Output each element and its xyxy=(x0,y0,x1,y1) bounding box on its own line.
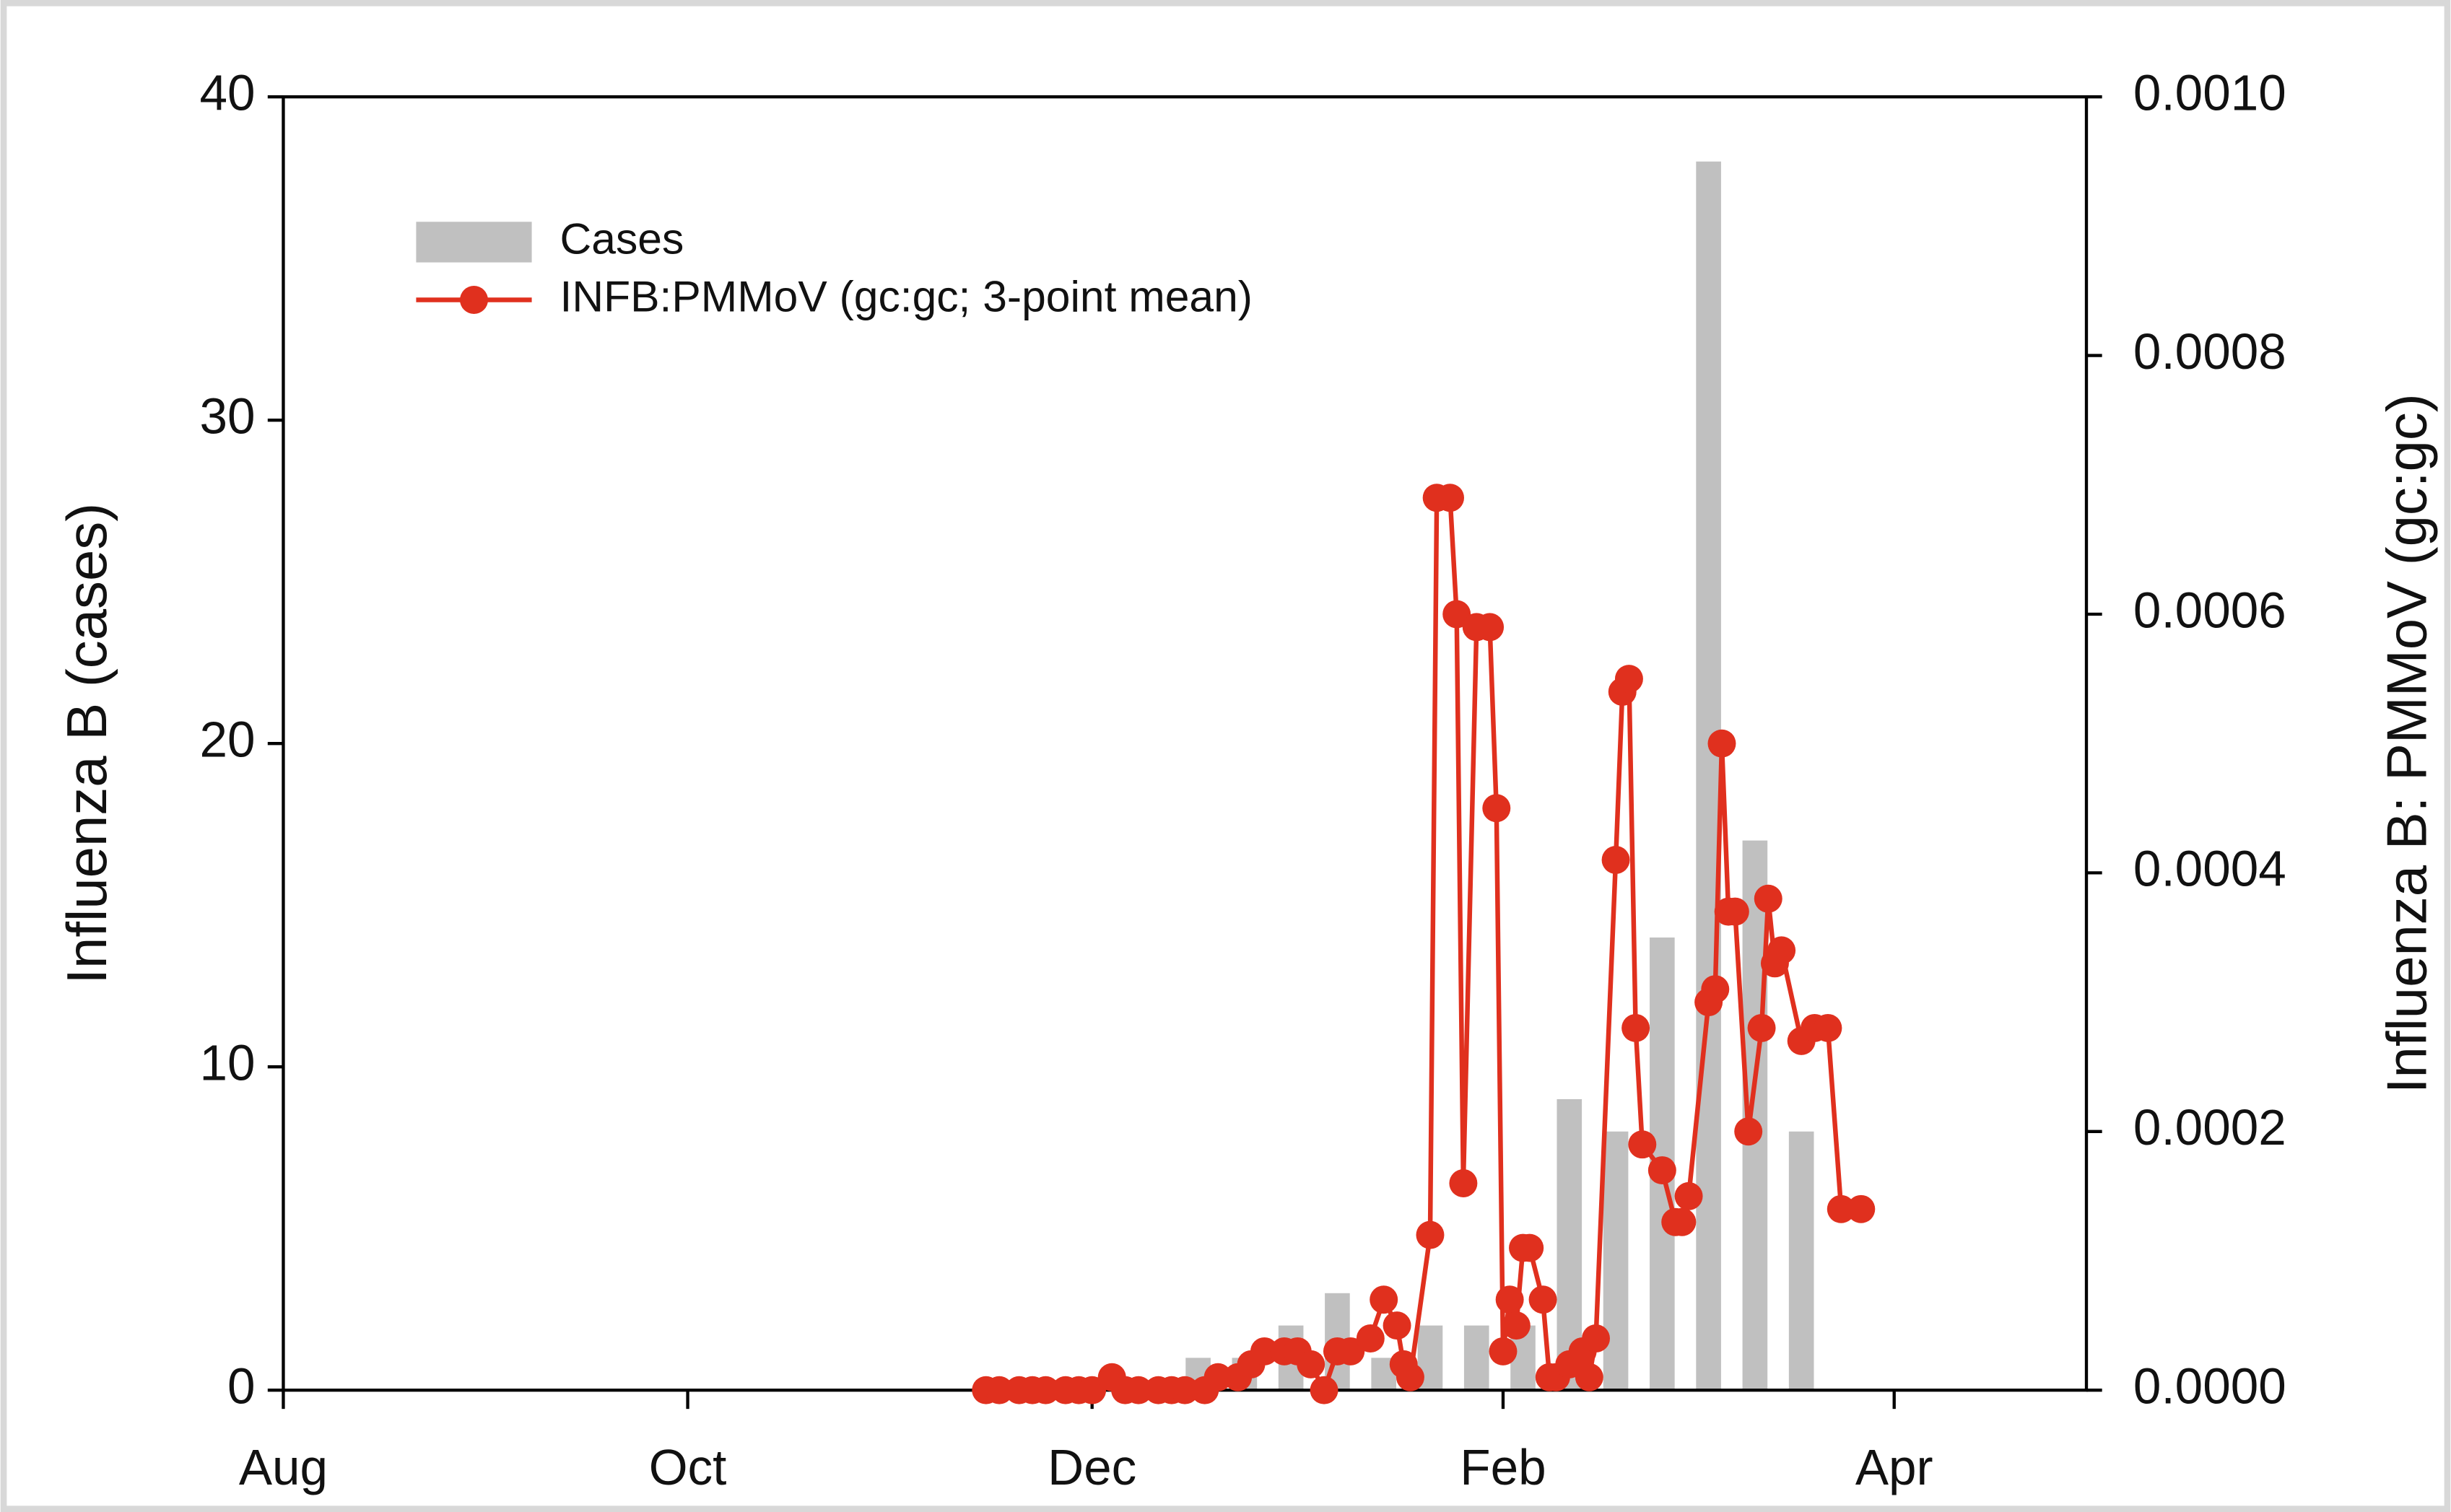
point xyxy=(1754,884,1782,913)
point xyxy=(1747,1013,1776,1042)
point xyxy=(1575,1363,1603,1391)
line xyxy=(985,495,1861,1397)
point xyxy=(1647,1156,1676,1185)
point xyxy=(1674,1181,1703,1210)
y2-tick-label: 0.0010 xyxy=(2133,64,2286,121)
point xyxy=(1847,1194,1876,1223)
point xyxy=(1827,1194,1855,1223)
bar xyxy=(1696,161,1721,1391)
point xyxy=(1528,1285,1557,1314)
point xyxy=(1701,975,1730,1004)
point xyxy=(1336,1337,1365,1365)
point xyxy=(1476,613,1505,642)
point xyxy=(1489,1337,1518,1365)
line-layer xyxy=(972,484,1876,1404)
y-tick-label: 30 xyxy=(199,388,255,444)
point xyxy=(1482,794,1511,823)
legend-label: INFB:PMMoV (gc:gc; 3-point mean) xyxy=(560,272,1253,321)
bar xyxy=(1603,1131,1629,1391)
bar xyxy=(1788,1131,1814,1391)
point xyxy=(1442,600,1471,629)
point xyxy=(985,1376,1014,1404)
point xyxy=(1582,1324,1611,1353)
point xyxy=(1031,1376,1060,1404)
x-tick-label: Dec xyxy=(1048,1439,1136,1495)
x-tick-label: Aug xyxy=(239,1439,328,1495)
y2-axis-label: Influenza B: PMMoV (gc:gc) xyxy=(2375,393,2439,1093)
point xyxy=(1734,1117,1763,1146)
point xyxy=(1396,1363,1424,1391)
y2-tick-label: 0.0000 xyxy=(2133,1358,2286,1414)
legend-marker xyxy=(460,286,488,315)
point xyxy=(1356,1324,1385,1353)
point xyxy=(1297,1350,1325,1378)
point xyxy=(1170,1376,1199,1404)
point xyxy=(1502,1311,1531,1340)
x-tick-label: Feb xyxy=(1460,1439,1546,1495)
point xyxy=(1707,729,1736,758)
y-tick-label: 20 xyxy=(199,711,255,767)
point xyxy=(1203,1363,1232,1391)
point xyxy=(1250,1337,1279,1365)
legend: Cases INFB:PMMoV (gc:gc; 3-point mean) xyxy=(416,214,1253,321)
point xyxy=(1124,1376,1153,1404)
y2-tick-label: 0.0006 xyxy=(2133,582,2286,638)
point xyxy=(1601,845,1630,874)
legend-label: Cases xyxy=(560,214,684,263)
point xyxy=(1078,1376,1107,1404)
point xyxy=(1767,936,1796,965)
point xyxy=(1370,1285,1398,1314)
y-axis-label: Influenza B (cases) xyxy=(55,503,118,984)
point xyxy=(1416,1220,1445,1249)
point xyxy=(1614,665,1643,694)
bar xyxy=(1463,1325,1489,1391)
point xyxy=(1628,1130,1657,1159)
point xyxy=(1310,1376,1338,1404)
point xyxy=(1668,1207,1697,1236)
point xyxy=(1383,1311,1411,1340)
point xyxy=(1515,1233,1544,1262)
point xyxy=(1814,1013,1842,1042)
axes-layer: 0 10 20 30 40 0.0000 0.0002 0.0004 0.0006 0.0008 0… xyxy=(199,64,2286,1495)
x-tick-label: Apr xyxy=(1855,1439,1933,1495)
point xyxy=(1720,897,1749,926)
y-tick-label: 40 xyxy=(199,64,255,121)
y2-tick-label: 0.0002 xyxy=(2133,1099,2286,1155)
y2-tick-label: 0.0008 xyxy=(2133,323,2286,380)
y-tick-label: 0 xyxy=(227,1358,256,1414)
point xyxy=(1436,484,1464,512)
legend-swatch xyxy=(416,222,532,263)
x-tick-label: Oct xyxy=(649,1439,727,1495)
y-tick-label: 10 xyxy=(199,1034,255,1091)
point xyxy=(1621,1013,1650,1042)
y2-tick-label: 0.0004 xyxy=(2133,841,2286,897)
point xyxy=(1495,1285,1524,1314)
point xyxy=(1449,1168,1478,1197)
